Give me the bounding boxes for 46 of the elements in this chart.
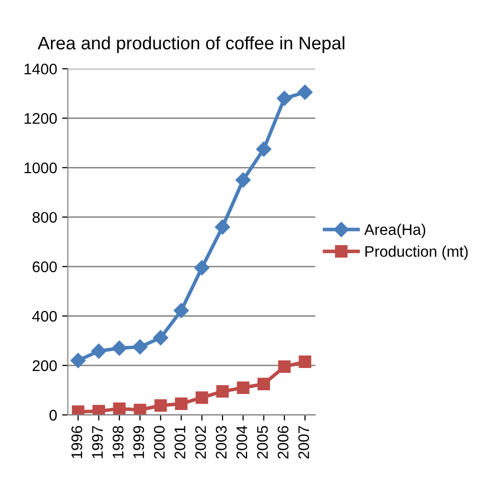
y-tick-label: 200 (32, 360, 57, 372)
x-tick-label: 1999 (133, 426, 144, 458)
point (91, 344, 106, 359)
x-tick-label: 1996 (71, 426, 82, 458)
y-tick-label: 800 (32, 212, 57, 223)
point (134, 404, 146, 415)
point (258, 378, 270, 390)
y-tick-label: 1000 (24, 162, 57, 174)
y-tick-label: 0 (50, 410, 57, 421)
point (276, 90, 292, 106)
x-tick-label: 2005 (257, 426, 268, 459)
point (214, 219, 230, 235)
point (174, 302, 189, 318)
x-tick-label: 2004 (236, 426, 248, 459)
x-tick-label: 2002 (195, 426, 206, 459)
x-tick-label: 2007 (298, 426, 310, 459)
x-tick-label: 2000 (154, 426, 165, 459)
y-tick-label: 1400 (24, 64, 57, 74)
x-tick-label: 2001 (174, 426, 186, 459)
legend-label: Production (mt) (365, 246, 468, 260)
chart-title: Area and production of coffee in Nepal (38, 36, 344, 54)
point (112, 340, 127, 356)
y-tick-label: 600 (32, 261, 57, 272)
y-tick-label: 1200 (24, 113, 57, 124)
point (175, 398, 188, 410)
legend-label: Area(Ha) (364, 224, 426, 238)
point (297, 84, 313, 100)
point (194, 260, 210, 276)
point (70, 352, 86, 368)
x-tick-label: 2003 (216, 426, 227, 459)
point (256, 142, 272, 157)
point (154, 399, 167, 412)
point (196, 391, 208, 404)
point (113, 402, 126, 415)
point (132, 339, 148, 354)
x-tick-label: 1997 (92, 426, 103, 458)
y-tick-label: 400 (32, 310, 57, 322)
point (236, 381, 250, 394)
x-tick-label: 1998 (112, 426, 124, 458)
x-tick-label: 2006 (278, 426, 288, 459)
point (278, 360, 291, 373)
point (236, 172, 251, 188)
point (153, 330, 168, 346)
point (92, 404, 106, 415)
point (298, 355, 312, 368)
point (216, 385, 229, 398)
